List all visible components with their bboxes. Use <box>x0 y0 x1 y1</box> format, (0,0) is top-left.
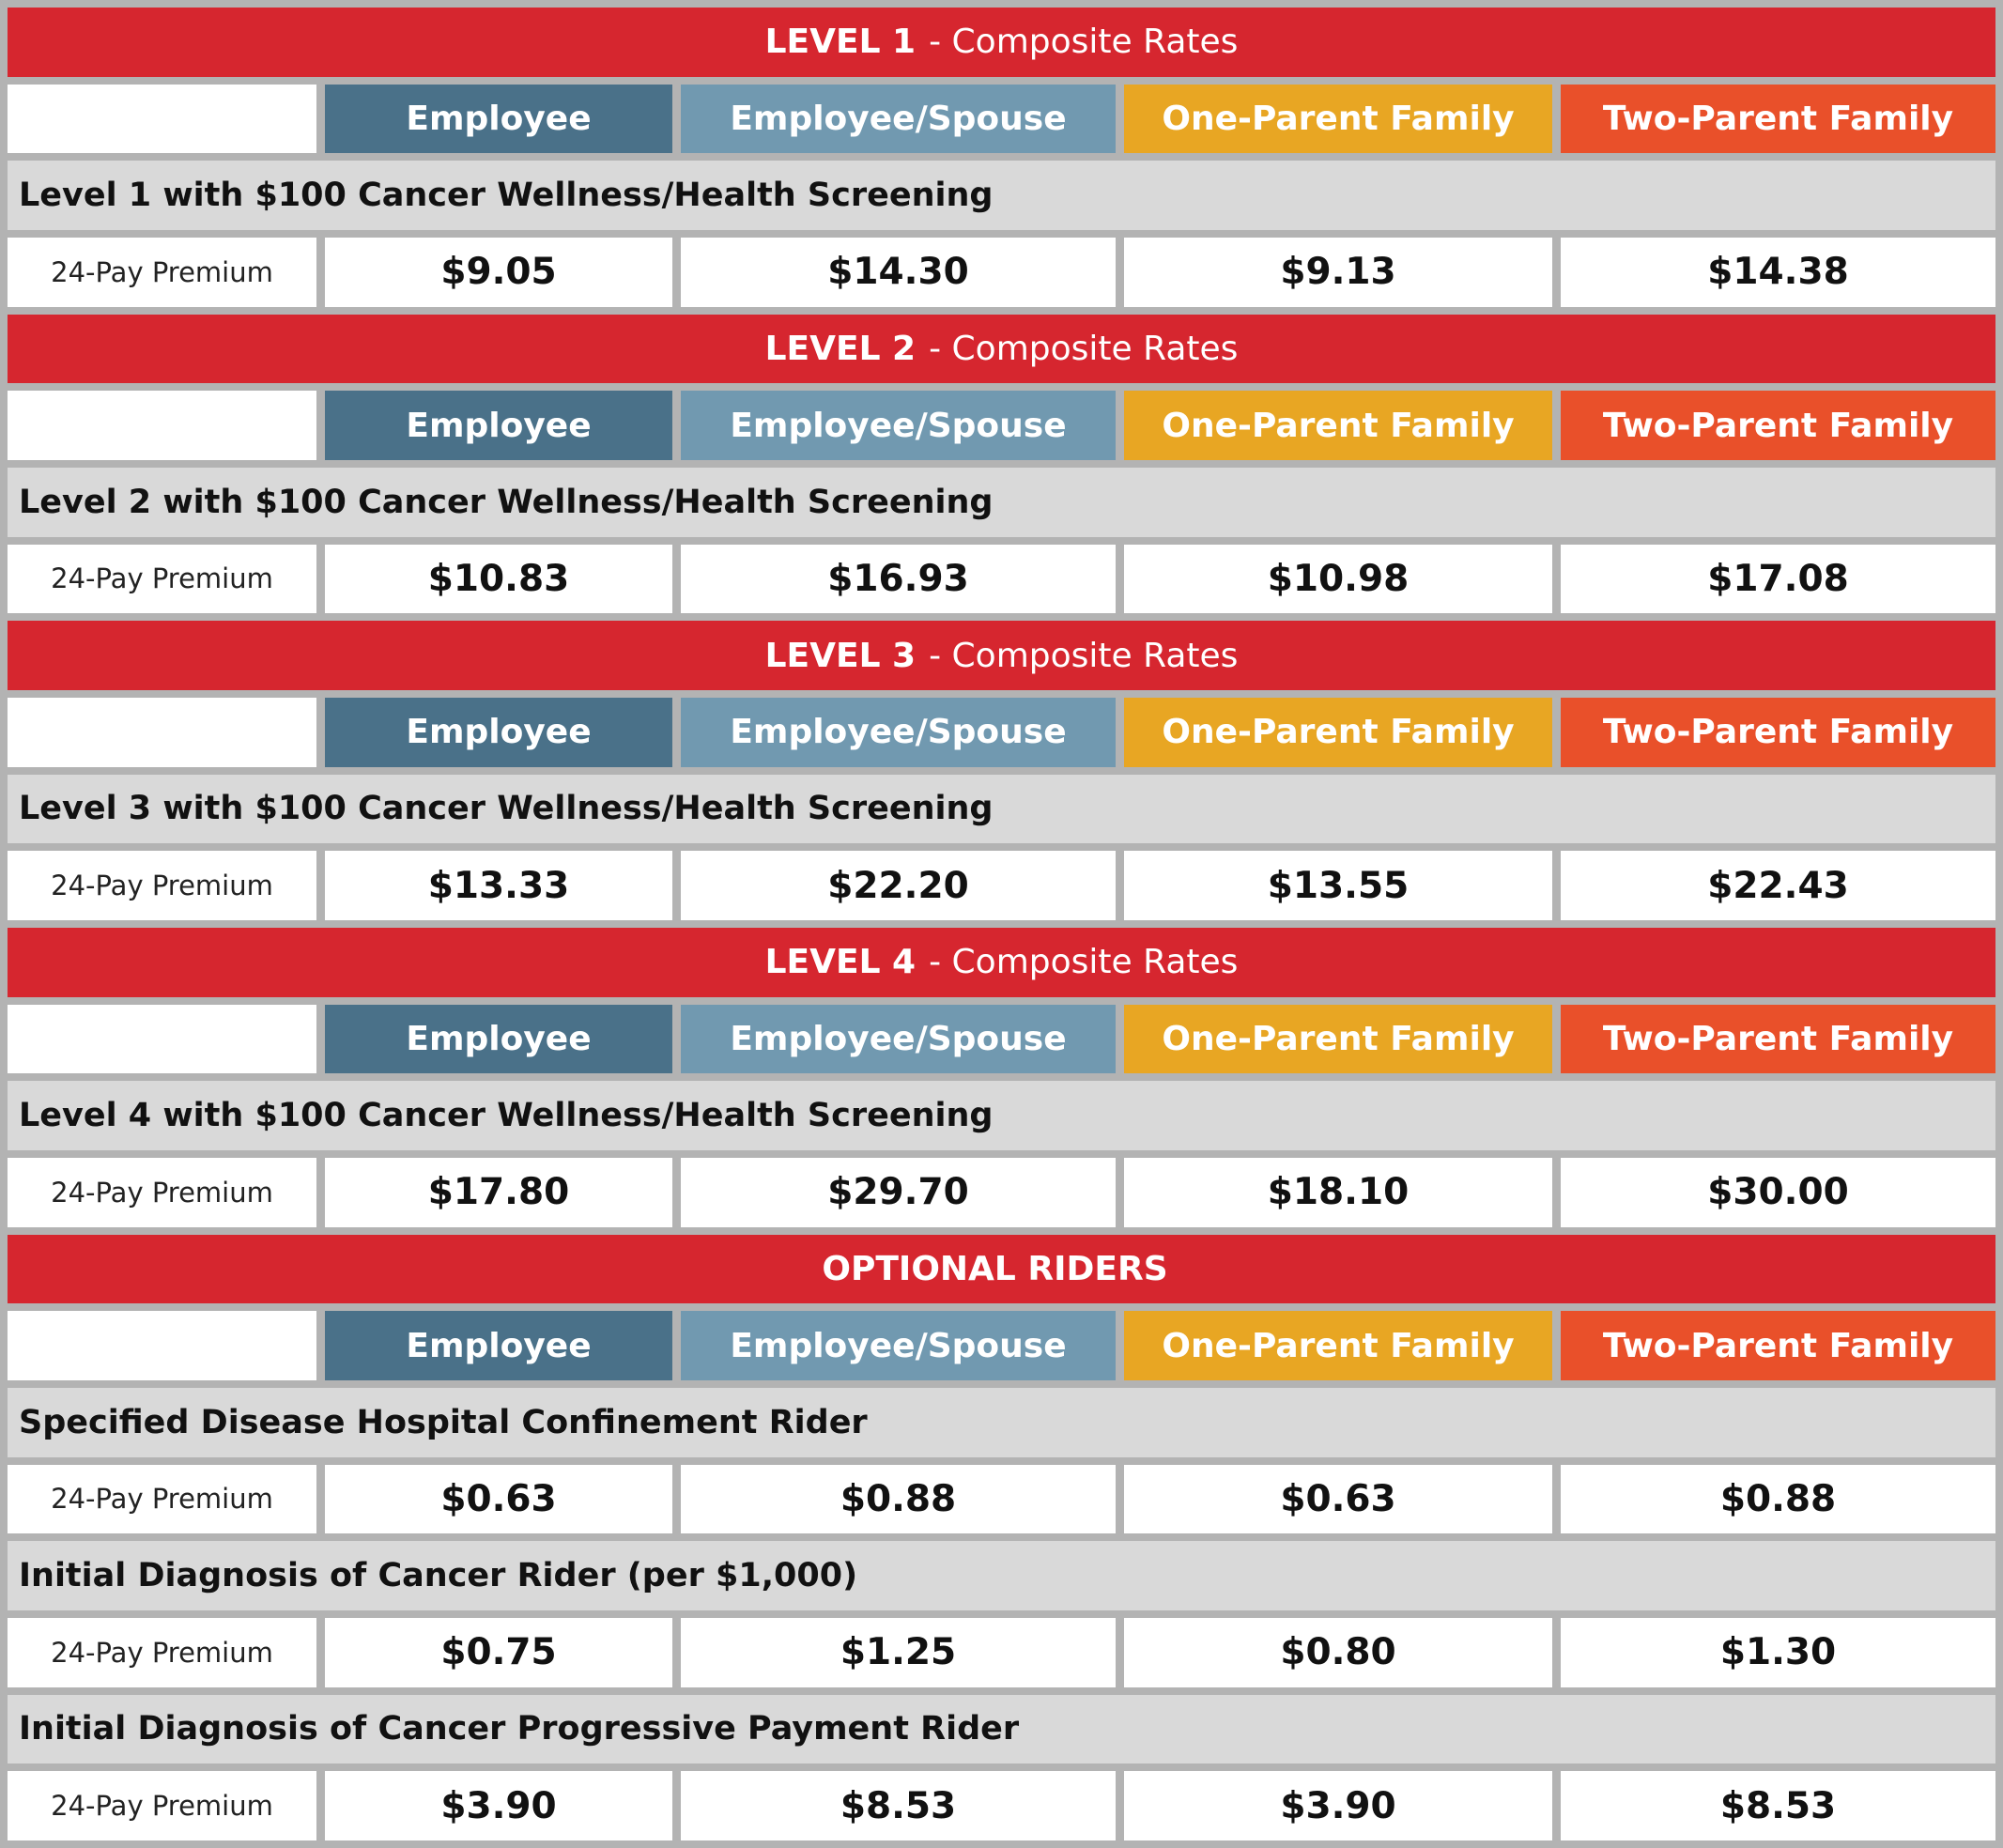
premium-value: $8.53 <box>681 1771 1116 1840</box>
section-title-bold: LEVEL 3 <box>764 636 917 675</box>
row-label: Specified Disease Hospital Confinement R… <box>8 1387 1995 1457</box>
premium-value: $9.05 <box>325 237 672 307</box>
premium-value: $18.10 <box>1124 1157 1552 1227</box>
blank-cell <box>8 391 316 460</box>
premium-value: $0.88 <box>1561 1464 1995 1534</box>
column-header: One-Parent Family <box>1124 1311 1552 1380</box>
row-label: Initial Diagnosis of Cancer Progressive … <box>8 1694 1995 1764</box>
column-header: Employee <box>325 1004 672 1074</box>
premium-label: 24-Pay Premium <box>8 544 316 614</box>
premium-value: $30.00 <box>1561 1157 1995 1227</box>
column-header: Employee <box>325 1311 672 1380</box>
column-header: Employee/Spouse <box>681 1004 1116 1074</box>
section-title-bold: OPTIONAL RIDERS <box>822 1249 1168 1288</box>
column-header: Employee/Spouse <box>681 391 1116 460</box>
section-header: LEVEL 2 - Composite Rates <box>8 314 1995 384</box>
premium-value: $0.75 <box>325 1617 672 1687</box>
column-header: One-Parent Family <box>1124 697 1552 767</box>
premium-label: 24-Pay Premium <box>8 1157 316 1227</box>
premium-value: $8.53 <box>1561 1771 1995 1840</box>
column-header: One-Parent Family <box>1124 84 1552 154</box>
row-label: Level 4 with $100 Cancer Wellness/Health… <box>8 1081 1995 1150</box>
premium-value: $22.43 <box>1561 851 1995 920</box>
column-header: Two-Parent Family <box>1561 1311 1995 1380</box>
premium-label: 24-Pay Premium <box>8 1617 316 1687</box>
column-header: Employee/Spouse <box>681 1311 1116 1380</box>
premium-value: $1.25 <box>681 1617 1116 1687</box>
premium-value: $14.30 <box>681 237 1116 307</box>
premium-value: $3.90 <box>325 1771 672 1840</box>
premium-label: 24-Pay Premium <box>8 237 316 307</box>
column-header: Employee/Spouse <box>681 697 1116 767</box>
premium-value: $1.30 <box>1561 1617 1995 1687</box>
blank-cell <box>8 84 316 154</box>
column-header: Employee <box>325 391 672 460</box>
section-title-rest: - Composite Rates <box>929 329 1239 368</box>
premium-label: 24-Pay Premium <box>8 1464 316 1534</box>
section-title-rest: - Composite Rates <box>929 23 1239 62</box>
column-header: Two-Parent Family <box>1561 1004 1995 1074</box>
premium-value: $17.80 <box>325 1157 672 1227</box>
section-header: LEVEL 1 - Composite Rates <box>8 8 1995 77</box>
premium-value: $9.13 <box>1124 237 1552 307</box>
premium-value: $14.38 <box>1561 237 1995 307</box>
column-header: Two-Parent Family <box>1561 697 1995 767</box>
column-header: Employee <box>325 84 672 154</box>
row-label: Level 1 with $100 Cancer Wellness/Health… <box>8 161 1995 230</box>
section-title-bold: LEVEL 1 <box>764 23 917 62</box>
column-header: Employee/Spouse <box>681 84 1116 154</box>
premium-value: $17.08 <box>1561 544 1995 614</box>
row-label: Level 3 with $100 Cancer Wellness/Health… <box>8 774 1995 844</box>
premium-value: $0.63 <box>1124 1464 1552 1534</box>
column-header: Two-Parent Family <box>1561 391 1995 460</box>
premium-value: $13.33 <box>325 851 672 920</box>
premium-label: 24-Pay Premium <box>8 1771 316 1840</box>
premium-value: $10.83 <box>325 544 672 614</box>
premium-value: $22.20 <box>681 851 1116 920</box>
section-header: LEVEL 3 - Composite Rates <box>8 621 1995 690</box>
section-header: LEVEL 4 - Composite Rates <box>8 927 1995 997</box>
section-title-bold: LEVEL 4 <box>764 943 917 982</box>
blank-cell <box>8 1311 316 1380</box>
column-header: Two-Parent Family <box>1561 84 1995 154</box>
blank-cell <box>8 697 316 767</box>
premium-value: $0.63 <box>325 1464 672 1534</box>
column-header: One-Parent Family <box>1124 391 1552 460</box>
premium-value: $0.88 <box>681 1464 1116 1534</box>
column-header: One-Parent Family <box>1124 1004 1552 1074</box>
row-label: Level 2 with $100 Cancer Wellness/Health… <box>8 467 1995 537</box>
section-header: OPTIONAL RIDERS <box>8 1234 1995 1304</box>
section-title-bold: LEVEL 2 <box>764 329 917 368</box>
premium-value: $16.93 <box>681 544 1116 614</box>
column-header: Employee <box>325 697 672 767</box>
section-title-rest: - Composite Rates <box>929 636 1239 675</box>
premium-value: $0.80 <box>1124 1617 1552 1687</box>
premium-label: 24-Pay Premium <box>8 851 316 920</box>
row-label: Initial Diagnosis of Cancer Rider (per $… <box>8 1541 1995 1610</box>
premium-value: $29.70 <box>681 1157 1116 1227</box>
premium-value: $3.90 <box>1124 1771 1552 1840</box>
blank-cell <box>8 1004 316 1074</box>
premium-value: $10.98 <box>1124 544 1552 614</box>
premium-value: $13.55 <box>1124 851 1552 920</box>
section-title-rest: - Composite Rates <box>929 943 1239 982</box>
